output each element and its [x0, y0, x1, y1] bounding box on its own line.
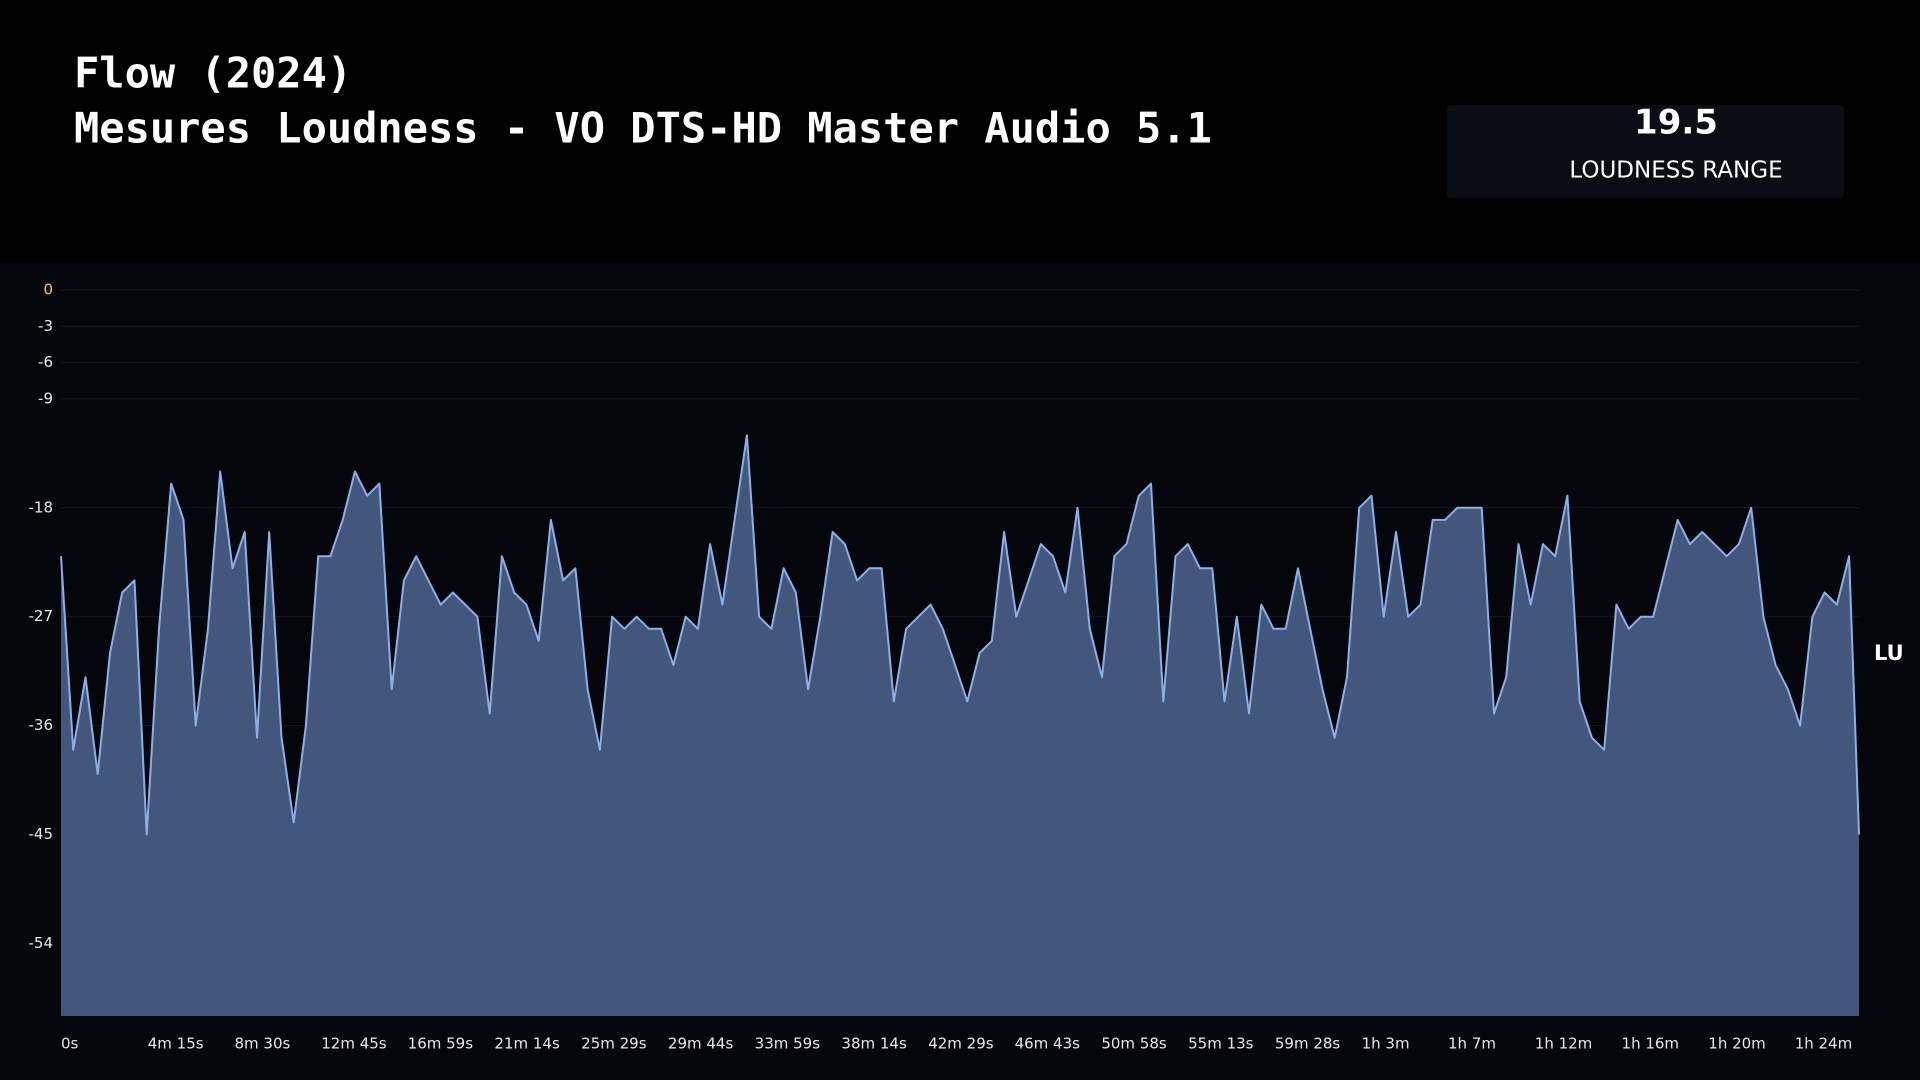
y-axis-label: LU [1874, 641, 1904, 665]
x-tick-label: 0s [61, 1035, 79, 1053]
y-tick-label: -9 [38, 389, 53, 407]
x-tick-label: 1h 7m [1448, 1035, 1496, 1053]
area-line [60, 434, 1860, 836]
x-tick-label: 8m 30s [235, 1035, 291, 1053]
y-tick-label: 0 [43, 281, 53, 299]
y-tick-label: -36 [29, 716, 54, 734]
y-tick-label: -3 [38, 317, 53, 335]
x-tick-label: 46m 43s [1015, 1035, 1081, 1053]
chart-title: Flow (2024) [74, 49, 352, 98]
x-tick-label: 55m 13s [1188, 1035, 1254, 1053]
stat-value: 19.5 [1634, 103, 1718, 143]
x-tick-label: 25m 29s [581, 1035, 647, 1053]
x-tick-label: 42m 29s [928, 1035, 994, 1053]
x-tick-label: 21m 14s [494, 1035, 560, 1053]
y-tick-label: -6 [38, 353, 53, 371]
x-tick-label: 38m 14s [841, 1035, 907, 1053]
stat-card [1447, 105, 1844, 198]
x-tick-label: 1h 20m [1708, 1035, 1766, 1053]
x-tick-label: 1h 3m [1362, 1035, 1410, 1053]
y-tick-label: -27 [29, 607, 54, 625]
stat-label: LOUDNESS RANGE [1569, 158, 1782, 184]
x-tick-label: 59m 28s [1275, 1035, 1341, 1053]
x-tick-label: 1h 12m [1535, 1035, 1593, 1053]
y-tick-label: -45 [29, 825, 54, 843]
y-tick-label: -54 [29, 934, 54, 952]
x-tick-label: 1h 24m [1795, 1035, 1853, 1053]
x-tick-label: 12m 45s [321, 1035, 387, 1053]
x-tick-label: 50m 58s [1101, 1035, 1167, 1053]
chart-subtitle: Mesures Loudness - VO DTS-HD Master Audi… [74, 104, 1212, 153]
x-tick-label: 4m 15s [148, 1035, 204, 1053]
x-tick-label: 1h 16m [1622, 1035, 1680, 1053]
x-tick-label: 16m 59s [408, 1035, 474, 1053]
x-tick-label: 29m 44s [668, 1035, 734, 1053]
area-fill [61, 435, 1859, 1016]
y-tick-label: -18 [29, 498, 54, 516]
x-tick-label: 33m 59s [755, 1035, 821, 1053]
